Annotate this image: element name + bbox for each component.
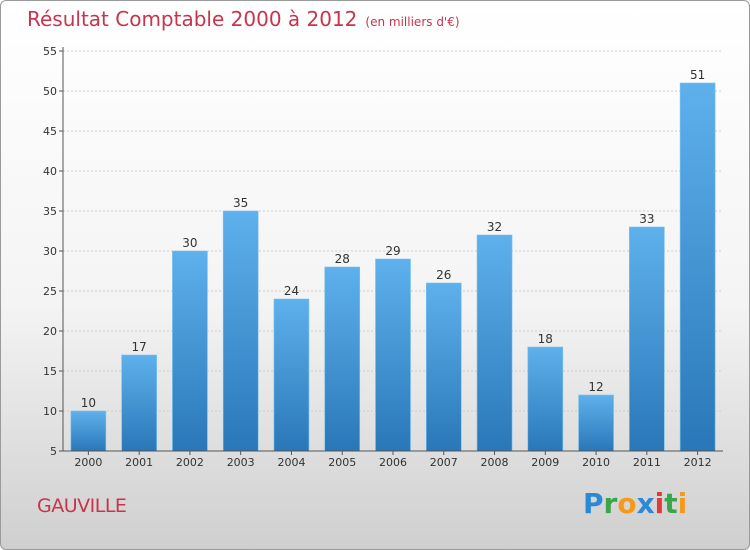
value-label-2006: 29: [385, 244, 400, 258]
y-tick-label: 5: [50, 445, 57, 458]
value-label-2005: 28: [335, 252, 350, 266]
value-label-2004: 24: [284, 284, 299, 298]
bar-2008: [476, 234, 513, 452]
x-tick-label-2008: 2008: [481, 456, 509, 469]
bar-2004: [273, 298, 310, 452]
value-label-2001: 17: [132, 340, 147, 354]
x-tick-label-2005: 2005: [328, 456, 356, 469]
bar-2011: [629, 226, 665, 452]
bar-2000: [70, 410, 107, 452]
axes: [59, 47, 723, 455]
labels: 5 10 15 20 25 30 35 40 45 50 55 10 2000 17 2001 30 2002 3…: [43, 45, 712, 469]
x-tick-label-2011: 2011: [633, 456, 661, 469]
bar-2003: [222, 210, 259, 452]
bar-2010: [578, 394, 614, 452]
logo-letter: i: [654, 487, 665, 520]
bar-2001: [121, 354, 157, 452]
bar-2002: [172, 250, 208, 452]
place-name: GAUVILLE: [37, 495, 127, 517]
x-tick-label-2004: 2004: [277, 456, 305, 469]
logo-letter: P: [583, 487, 604, 520]
bar-2009: [527, 346, 564, 452]
x-tick-label-2009: 2009: [531, 456, 559, 469]
y-tick-label: 10: [43, 405, 57, 418]
value-label-2003: 35: [233, 196, 248, 210]
value-label-2002: 30: [182, 236, 197, 250]
x-tick-label-2006: 2006: [379, 456, 407, 469]
value-label-2010: 12: [588, 380, 603, 394]
x-tick-label-2003: 2003: [227, 456, 255, 469]
y-tick-label: 50: [43, 85, 57, 98]
x-tick-label-2010: 2010: [582, 456, 610, 469]
bar-2007: [425, 282, 462, 452]
bar-2005: [324, 266, 361, 452]
proxiti-logo: Proxiti: [583, 487, 687, 520]
logo-letter: r: [603, 487, 618, 520]
y-tick-label: 45: [43, 125, 57, 138]
logo-letter: i: [677, 487, 688, 520]
value-label-2007: 26: [436, 268, 451, 282]
x-tick-label-2002: 2002: [176, 456, 204, 469]
x-tick-label-2001: 2001: [125, 456, 153, 469]
value-label-2011: 33: [639, 212, 654, 226]
bars: [70, 82, 716, 452]
logo-letter: x: [636, 487, 655, 520]
logo-letter: t: [664, 487, 678, 520]
chart-title-text: Résultat Comptable 2000 à 2012: [27, 7, 358, 31]
x-tick-label-2007: 2007: [430, 456, 458, 469]
logo-letter: o: [617, 487, 637, 520]
bar-2006: [375, 258, 411, 452]
x-tick-label-2012: 2012: [684, 456, 712, 469]
value-label-2008: 32: [487, 220, 502, 234]
y-tick-label: 20: [43, 325, 57, 338]
chart-unit: (en milliers d'€): [365, 15, 460, 29]
chart-title: Résultat Comptable 2000 à 2012 (en millie…: [27, 7, 460, 31]
x-tick-label-2000: 2000: [74, 456, 102, 469]
y-tick-label: 35: [43, 205, 57, 218]
value-label-2012: 51: [690, 68, 705, 82]
y-tick-label: 30: [43, 245, 57, 258]
value-label-2000: 10: [81, 396, 96, 410]
value-label-2009: 18: [538, 332, 553, 346]
y-tick-label: 40: [43, 165, 57, 178]
y-tick-label: 55: [43, 45, 57, 58]
bar-2012: [679, 82, 716, 452]
y-tick-label: 25: [43, 285, 57, 298]
y-tick-label: 15: [43, 365, 57, 378]
